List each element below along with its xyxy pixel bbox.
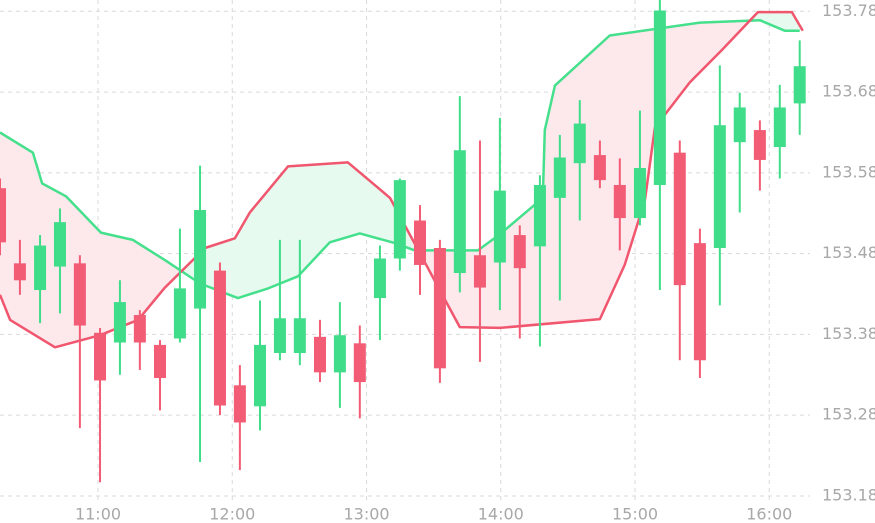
- candle-body: [413, 220, 426, 265]
- candle-body: [194, 210, 207, 309]
- candle-body: [473, 255, 486, 288]
- candle-body: [573, 123, 586, 164]
- candle-body: [633, 168, 646, 219]
- candle-body: [53, 222, 66, 267]
- candle-body: [713, 125, 726, 248]
- candle-body: [653, 10, 666, 185]
- x-tick-label: 12:00: [209, 505, 255, 523]
- candle-body: [254, 344, 267, 407]
- candle-body: [94, 332, 107, 381]
- candle-body: [433, 247, 446, 369]
- candle-body: [693, 243, 706, 361]
- candle-body: [353, 343, 366, 383]
- candle-body: [273, 318, 286, 353]
- candle-body: [373, 258, 386, 299]
- candle-body: [593, 155, 606, 181]
- y-tick-label: 153.38: [822, 324, 875, 343]
- y-tick-label: 153.68: [822, 82, 875, 101]
- candle-body: [673, 152, 686, 286]
- candle-body: [153, 344, 166, 379]
- x-tick-label: 16:00: [746, 505, 792, 523]
- y-tick-label: 153.18: [822, 485, 875, 504]
- candle-body: [513, 235, 526, 269]
- candle-body: [493, 190, 506, 263]
- line: [0, 18, 800, 300]
- candle-body: [613, 184, 626, 219]
- candle-body: [733, 107, 746, 143]
- x-tick-label: 13:00: [343, 505, 389, 523]
- candle-body: [753, 130, 766, 160]
- candle-body: [393, 180, 406, 259]
- candle-body: [793, 66, 806, 104]
- candle-body: [533, 184, 546, 247]
- y-tick-label: 153.58: [822, 162, 875, 181]
- candle-body: [233, 385, 246, 423]
- candle-body: [553, 157, 566, 198]
- candle-body: [13, 263, 26, 281]
- candle-body: [113, 302, 126, 343]
- candle-body: [133, 315, 146, 343]
- candle-body: [213, 270, 226, 406]
- candle-body: [313, 336, 326, 373]
- candle-body: [773, 107, 786, 148]
- candle-body: [173, 288, 186, 339]
- y-tick-label: 153.78: [822, 1, 875, 20]
- candle-body: [293, 318, 306, 353]
- candle-body: [0, 188, 6, 243]
- x-tick-label: 11:00: [75, 505, 121, 523]
- candle-body: [333, 335, 346, 373]
- candle-body: [34, 245, 47, 290]
- x-tick-label: 15:00: [612, 505, 658, 523]
- candle-body: [73, 263, 86, 326]
- y-tick-label: 153.28: [822, 405, 875, 424]
- candle-body: [453, 150, 466, 274]
- y-tick-label: 153.48: [822, 243, 875, 262]
- x-tick-label: 14:00: [478, 505, 524, 523]
